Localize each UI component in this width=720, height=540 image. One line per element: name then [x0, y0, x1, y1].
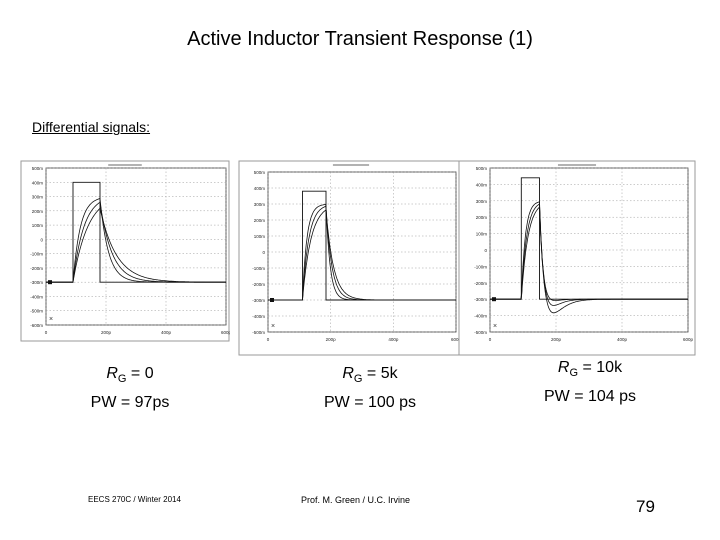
caption-rg-10k-value: = 10k — [578, 359, 623, 376]
y-tick-label: 500m — [254, 170, 266, 175]
x-tick-label: 200p — [326, 337, 337, 342]
y-tick-label: 0 — [262, 250, 265, 255]
y-tick-label: -100m — [474, 264, 487, 269]
y-tick-label: 300m — [254, 202, 266, 207]
y-tick-label: 500m — [476, 166, 488, 171]
caption-rg-5k: RG = 5k PW = 100 ps — [290, 362, 450, 414]
x-tick-label: 0 — [45, 330, 48, 335]
chart-panel-rg-0: 500m 400m 300m 200m 100m 0 -100m -200m -300m -400… — [20, 160, 230, 342]
y-tick-label: -300m — [30, 280, 43, 285]
y-tick-label: 200m — [254, 218, 266, 223]
output-series-3 — [268, 209, 456, 301]
x-tick-label: 400p — [617, 337, 628, 342]
caption-rg-10k-pw: PW = 104 ps — [543, 388, 637, 406]
transient-chart-rg-5k: 500m 400m 300m 200m 100m 0 -100m -200m -300m -400… — [238, 160, 464, 356]
footer-course: EECS 270C / Winter 2014 — [88, 495, 181, 504]
y-tick-label: 0 — [40, 237, 43, 242]
caption-rg-10k-letter: R — [557, 359, 570, 376]
page-number: 79 — [636, 497, 655, 516]
x-tick-label: 200p — [101, 330, 112, 335]
cross-marker: × — [49, 316, 53, 323]
x-tick-label: 200p — [551, 337, 562, 342]
x-tick-label: 0 — [489, 337, 492, 342]
y-tick-label: 400m — [32, 180, 44, 185]
y-tick-label: 0 — [484, 248, 487, 253]
y-tick-label: 300m — [32, 195, 44, 200]
y-tick-label: 400m — [476, 182, 488, 187]
start-marker — [270, 298, 274, 302]
plot-area — [45, 167, 227, 326]
footer-author: Prof. M. Green / U.C. Irvine — [301, 495, 411, 505]
y-tick-label: -300m — [474, 297, 487, 302]
chart-panel-rg-5k: 500m 400m 300m 200m 100m 0 -100m -200m -300m -400… — [238, 160, 464, 356]
y-tick-label: -500m — [252, 330, 265, 335]
caption-rg-10k-sub: G — [569, 367, 579, 380]
y-tick-label: -600m — [30, 323, 43, 328]
y-tick-label: 300m — [476, 199, 488, 204]
y-tick-label: 200m — [32, 209, 44, 214]
plot-area — [267, 171, 457, 333]
start-marker — [492, 297, 496, 302]
slide-subtitle: Differential signals: — [32, 119, 151, 135]
caption-rg-5k-letter: R — [342, 365, 354, 382]
caption-rg-0-sub: G — [117, 373, 127, 386]
caption-rg-0-resistance: RG = 0 — [60, 362, 200, 391]
chart-panel-rg-10k: 500m 400m 300m 200m 100m 0 -100m -200m -300m -400… — [458, 160, 696, 356]
caption-rg-5k-resistance: RG = 5k — [290, 362, 450, 391]
transient-chart-rg-10k: 500m 400m 300m 200m 100m 0 -100m -200m -300m -400… — [458, 160, 696, 356]
y-tick-label: 100m — [32, 223, 44, 228]
caption-rg-0-pw: PW = 97ps — [90, 394, 170, 412]
y-tick-label: -200m — [252, 282, 265, 287]
slide-title: Active Inductor Transient Response (1) — [187, 28, 533, 50]
y-tick-label: -400m — [474, 314, 487, 319]
output-series-3 — [46, 207, 226, 283]
y-tick-label: 100m — [254, 234, 266, 239]
y-tick-label: 100m — [476, 232, 488, 237]
y-tick-label: -200m — [30, 266, 43, 271]
y-tick-label: -400m — [30, 294, 43, 299]
caption-rg-10k: RG = 10k PW = 104 ps — [510, 356, 670, 408]
x-tick-label: 400p — [161, 330, 172, 335]
x-tick-label: 400p — [388, 337, 399, 342]
transient-chart-rg-0: 500m 400m 300m 200m 100m 0 -100m -200m -300m -400… — [20, 160, 230, 342]
caption-rg-5k-sub: G — [353, 373, 363, 386]
y-tick-label: -300m — [252, 298, 265, 303]
caption-rg-0-value: = 0 — [126, 365, 154, 382]
caption-rg-5k-value: = 5k — [362, 365, 398, 382]
y-tick-label: -500m — [30, 309, 43, 314]
y-tick-label: -500m — [474, 330, 487, 335]
y-tick-label: 200m — [476, 215, 488, 220]
y-tick-label: -100m — [30, 252, 43, 257]
caption-rg-0-letter: R — [106, 365, 118, 382]
y-tick-label: 500m — [32, 166, 44, 171]
y-tick-label: -100m — [252, 266, 265, 271]
cross-marker: × — [493, 323, 497, 330]
y-tick-label: -200m — [474, 281, 487, 286]
start-marker — [48, 280, 52, 285]
x-tick-label: 0 — [267, 337, 270, 342]
caption-rg-0: RG = 0 PW = 97ps — [60, 362, 200, 414]
output-series-3 — [490, 206, 688, 314]
x-tick-label: 600p — [221, 330, 230, 335]
y-tick-label: -400m — [252, 314, 265, 319]
y-tick-label: 400m — [254, 186, 266, 191]
caption-rg-5k-pw: PW = 100 ps — [323, 394, 417, 412]
cross-marker: × — [271, 323, 275, 330]
x-tick-label: 600p — [683, 337, 694, 342]
x-tick-label: 600p — [451, 337, 462, 342]
caption-rg-10k-resistance: RG = 10k — [510, 356, 670, 385]
